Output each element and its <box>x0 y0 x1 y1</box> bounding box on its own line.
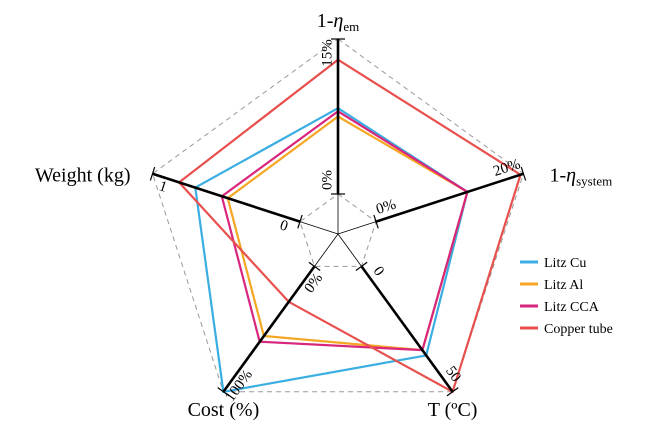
grid-inner-pentagon <box>299 193 377 267</box>
axis-title-main: Weight (kg) <box>35 165 131 187</box>
series-layer <box>177 58 522 394</box>
axis-tick-weight-max <box>149 166 156 181</box>
axis-tick-temp-min <box>355 261 368 271</box>
grid-layer <box>151 38 525 393</box>
axis-tick-weight-min <box>297 214 303 229</box>
legend-label-litz-cca: Litz CCA <box>544 300 600 315</box>
axis-tick-cost-min <box>308 261 321 271</box>
tick-label-temp-min: 0 <box>370 264 387 279</box>
tick-label-eta_em-min: 0% <box>319 170 335 190</box>
tick-label-eta_em-max: 15% <box>319 39 335 67</box>
axis-title-subscript: em <box>343 19 359 34</box>
legend-label-copper-tube: Copper tube <box>544 322 613 337</box>
legend-label-litz-cu: Litz Cu <box>544 256 586 271</box>
axis-layer <box>149 38 527 397</box>
axis-line-eta_system <box>375 172 524 223</box>
axis-title-symbol: η <box>566 165 576 187</box>
series-polygon-copper-tube <box>177 58 522 394</box>
axis-title-weight: Weight (kg) <box>35 165 131 187</box>
axis-tick-temp-max <box>446 387 459 397</box>
grid-outer-pentagon <box>151 38 525 393</box>
axis-tick-cost-max <box>217 387 230 397</box>
axis-line-weight <box>152 172 301 223</box>
axis-tick-eta_system-min <box>373 214 379 229</box>
axis-title-temp: T (ºC) <box>428 399 478 421</box>
spoke-temp <box>337 233 362 267</box>
axis-title-main: Cost (%) <box>188 399 260 421</box>
tick-label-weight-max: 1 <box>157 178 169 196</box>
legend-label-litz-al: Litz Al <box>544 278 583 293</box>
tick-label-cost-min: 0% <box>301 270 326 296</box>
tick-label-weight-min: 0 <box>278 217 290 235</box>
axis-title-main: 1- <box>317 10 334 32</box>
spoke-eta_system <box>337 221 377 235</box>
axis-title-main: 1- <box>550 165 567 187</box>
axis-title-symbol: η <box>333 10 343 32</box>
spoke-cost <box>314 233 339 267</box>
axis-title-eta_em: 1-ηem <box>317 10 359 34</box>
series-polygon-litz-cca <box>220 109 469 352</box>
tick-label-eta_system-min: 0% <box>374 197 398 218</box>
axis-tick-eta_system-max <box>520 166 527 181</box>
axis-line-temp <box>360 265 454 393</box>
axis-title-main: T (ºC) <box>428 399 478 421</box>
axis-line-cost <box>222 265 316 393</box>
spoke-weight <box>299 221 339 235</box>
legend: Litz Cu Litz Al Litz CCA Copper tube <box>520 256 613 337</box>
axis-title-subscript: system <box>576 174 612 189</box>
axis-title-cost: Cost (%) <box>188 399 260 421</box>
axis-title-eta_system: 1-ηsystem <box>550 165 613 189</box>
